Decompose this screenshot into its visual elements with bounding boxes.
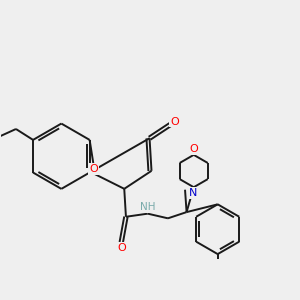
Text: NH: NH — [140, 202, 155, 212]
Text: O: O — [89, 164, 98, 174]
Text: N: N — [189, 188, 197, 198]
Text: O: O — [189, 144, 198, 154]
Text: O: O — [117, 243, 126, 253]
Text: O: O — [170, 117, 179, 127]
